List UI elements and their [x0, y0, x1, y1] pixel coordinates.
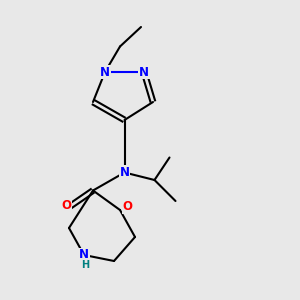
- Text: N: N: [100, 65, 110, 79]
- Text: N: N: [79, 248, 89, 262]
- Text: N: N: [119, 166, 130, 179]
- Text: H: H: [81, 260, 90, 271]
- Text: O: O: [122, 200, 133, 214]
- Text: N: N: [139, 65, 149, 79]
- Text: O: O: [61, 199, 71, 212]
